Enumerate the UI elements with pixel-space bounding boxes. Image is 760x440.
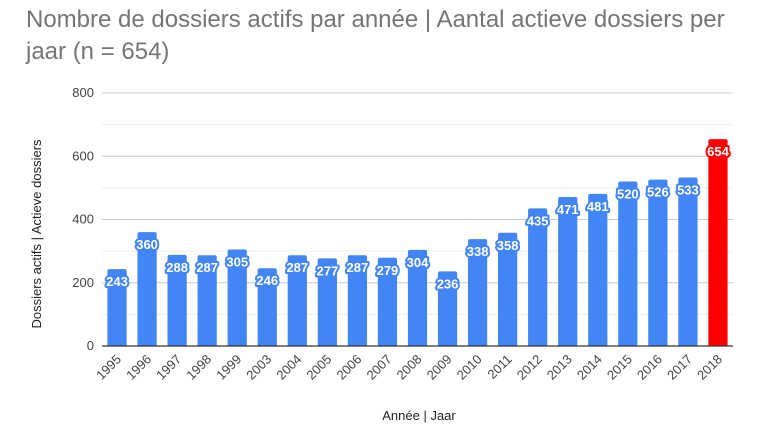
bar-1996	[137, 232, 157, 346]
x-tick-label: 2015	[604, 352, 635, 383]
bar-2004	[287, 255, 307, 346]
x-tick-label: 1995	[93, 352, 124, 383]
x-tick-label: 2017	[664, 352, 695, 383]
data-label-halo: 287	[286, 260, 308, 275]
data-label-halo: 304	[407, 255, 429, 270]
bar-2006	[347, 255, 368, 346]
bar-2005	[317, 258, 337, 346]
bar-2003	[257, 268, 277, 346]
x-tick-label: 1999	[213, 352, 244, 383]
data-label-2009: 236	[437, 276, 459, 291]
data-label-2014: 481	[587, 199, 609, 214]
y-tick-label: 600	[72, 148, 94, 163]
x-tick-label: 2007	[364, 352, 395, 383]
data-label-halo: 533	[677, 182, 699, 197]
data-label-halo: 277	[317, 263, 339, 278]
y-tick-label: 0	[87, 338, 94, 353]
data-label-halo: 435	[527, 213, 549, 228]
bar-1995	[107, 269, 127, 346]
data-label-halo: 236	[437, 276, 459, 291]
x-tick-label: 2009	[424, 352, 455, 383]
data-label-2006: 287	[347, 260, 369, 275]
x-tick-label: 2016	[634, 352, 665, 383]
y-tick-label: 800	[72, 85, 94, 100]
data-label-halo: 305	[226, 255, 248, 270]
data-label-halo: 246	[256, 273, 278, 288]
data-label-halo: 358	[497, 238, 519, 253]
data-label-2018: 654	[707, 144, 729, 159]
bar-1997	[167, 254, 187, 346]
data-label-2004: 287	[286, 260, 308, 275]
data-label-2007: 279	[377, 263, 399, 278]
x-tick-label: 2013	[544, 352, 575, 383]
bar-2012	[528, 208, 548, 346]
data-label-halo: 360	[136, 237, 158, 252]
data-label-1996: 360	[136, 237, 158, 252]
bar-2011	[498, 232, 518, 346]
bar-2009	[437, 271, 458, 346]
data-label-1998: 287	[196, 260, 218, 275]
x-axis-ticks: 1995199619971998199920032004200520062007…	[93, 352, 725, 383]
data-label-1997: 288	[166, 260, 188, 275]
x-tick-label: 2010	[454, 352, 485, 383]
data-label-halo: 654	[707, 144, 729, 159]
x-tick-label: 2008	[394, 352, 425, 383]
bar-2010	[467, 239, 488, 346]
x-tick-label: 2014	[574, 352, 605, 383]
data-label-2017: 533	[677, 182, 699, 197]
data-label-2012: 435	[527, 213, 549, 228]
y-axis-label: Dossiers actifs | Actieve dossiers	[29, 139, 44, 329]
data-label-halo: 279	[377, 263, 399, 278]
bar-2008	[407, 249, 428, 346]
x-tick-label: 2004	[273, 352, 304, 383]
data-label-halo: 288	[166, 260, 188, 275]
bar-2015	[618, 181, 638, 346]
data-label-halo: 287	[347, 260, 369, 275]
data-label-2010: 338	[467, 244, 489, 259]
x-axis-label: Année | Jaar	[382, 408, 456, 423]
data-label-2013: 471	[557, 202, 579, 217]
data-label-2016: 526	[647, 185, 669, 200]
data-label-2011: 358	[497, 238, 519, 253]
data-label-halo: 526	[647, 185, 669, 200]
data-label-halo: 471	[557, 202, 579, 217]
bar-2007	[377, 257, 398, 346]
bar-2017	[678, 177, 698, 346]
data-label-2008: 304	[407, 255, 429, 270]
bar-1998	[197, 255, 217, 346]
data-label-1995: 243	[106, 274, 128, 289]
bar-2016	[648, 179, 668, 346]
data-label-2003: 246	[256, 273, 278, 288]
data-label-1999: 305	[226, 255, 248, 270]
x-tick-label: 2005	[303, 352, 334, 383]
x-tick-label: 2012	[514, 352, 545, 383]
x-tick-label: 1997	[153, 352, 184, 383]
data-label-halo: 338	[467, 244, 489, 259]
data-label-2005: 277	[317, 263, 339, 278]
y-tick-label: 200	[72, 275, 94, 290]
x-tick-label: 1996	[123, 352, 154, 383]
y-tick-label: 400	[72, 212, 94, 227]
bar-2013	[558, 197, 578, 346]
bar-2014	[588, 193, 608, 346]
data-label-halo: 243	[106, 274, 128, 289]
data-label-halo: 481	[587, 199, 609, 214]
data-label-halo: 287	[196, 260, 218, 275]
x-tick-label: 1998	[183, 352, 214, 383]
bar-2018	[708, 139, 728, 346]
x-tick-label: 2018	[694, 352, 725, 383]
chart-title: Nombre de dossiers actifs par année | Aa…	[26, 6, 725, 65]
bar-1999	[227, 249, 247, 346]
x-tick-label: 2006	[333, 352, 364, 383]
x-tick-label: 2003	[243, 352, 274, 383]
x-tick-label: 2011	[484, 352, 514, 382]
y-axis-ticks: 0 200 400 600 800	[72, 85, 94, 353]
data-label-halo: 520	[617, 187, 639, 202]
data-label-2015: 520	[617, 187, 639, 202]
